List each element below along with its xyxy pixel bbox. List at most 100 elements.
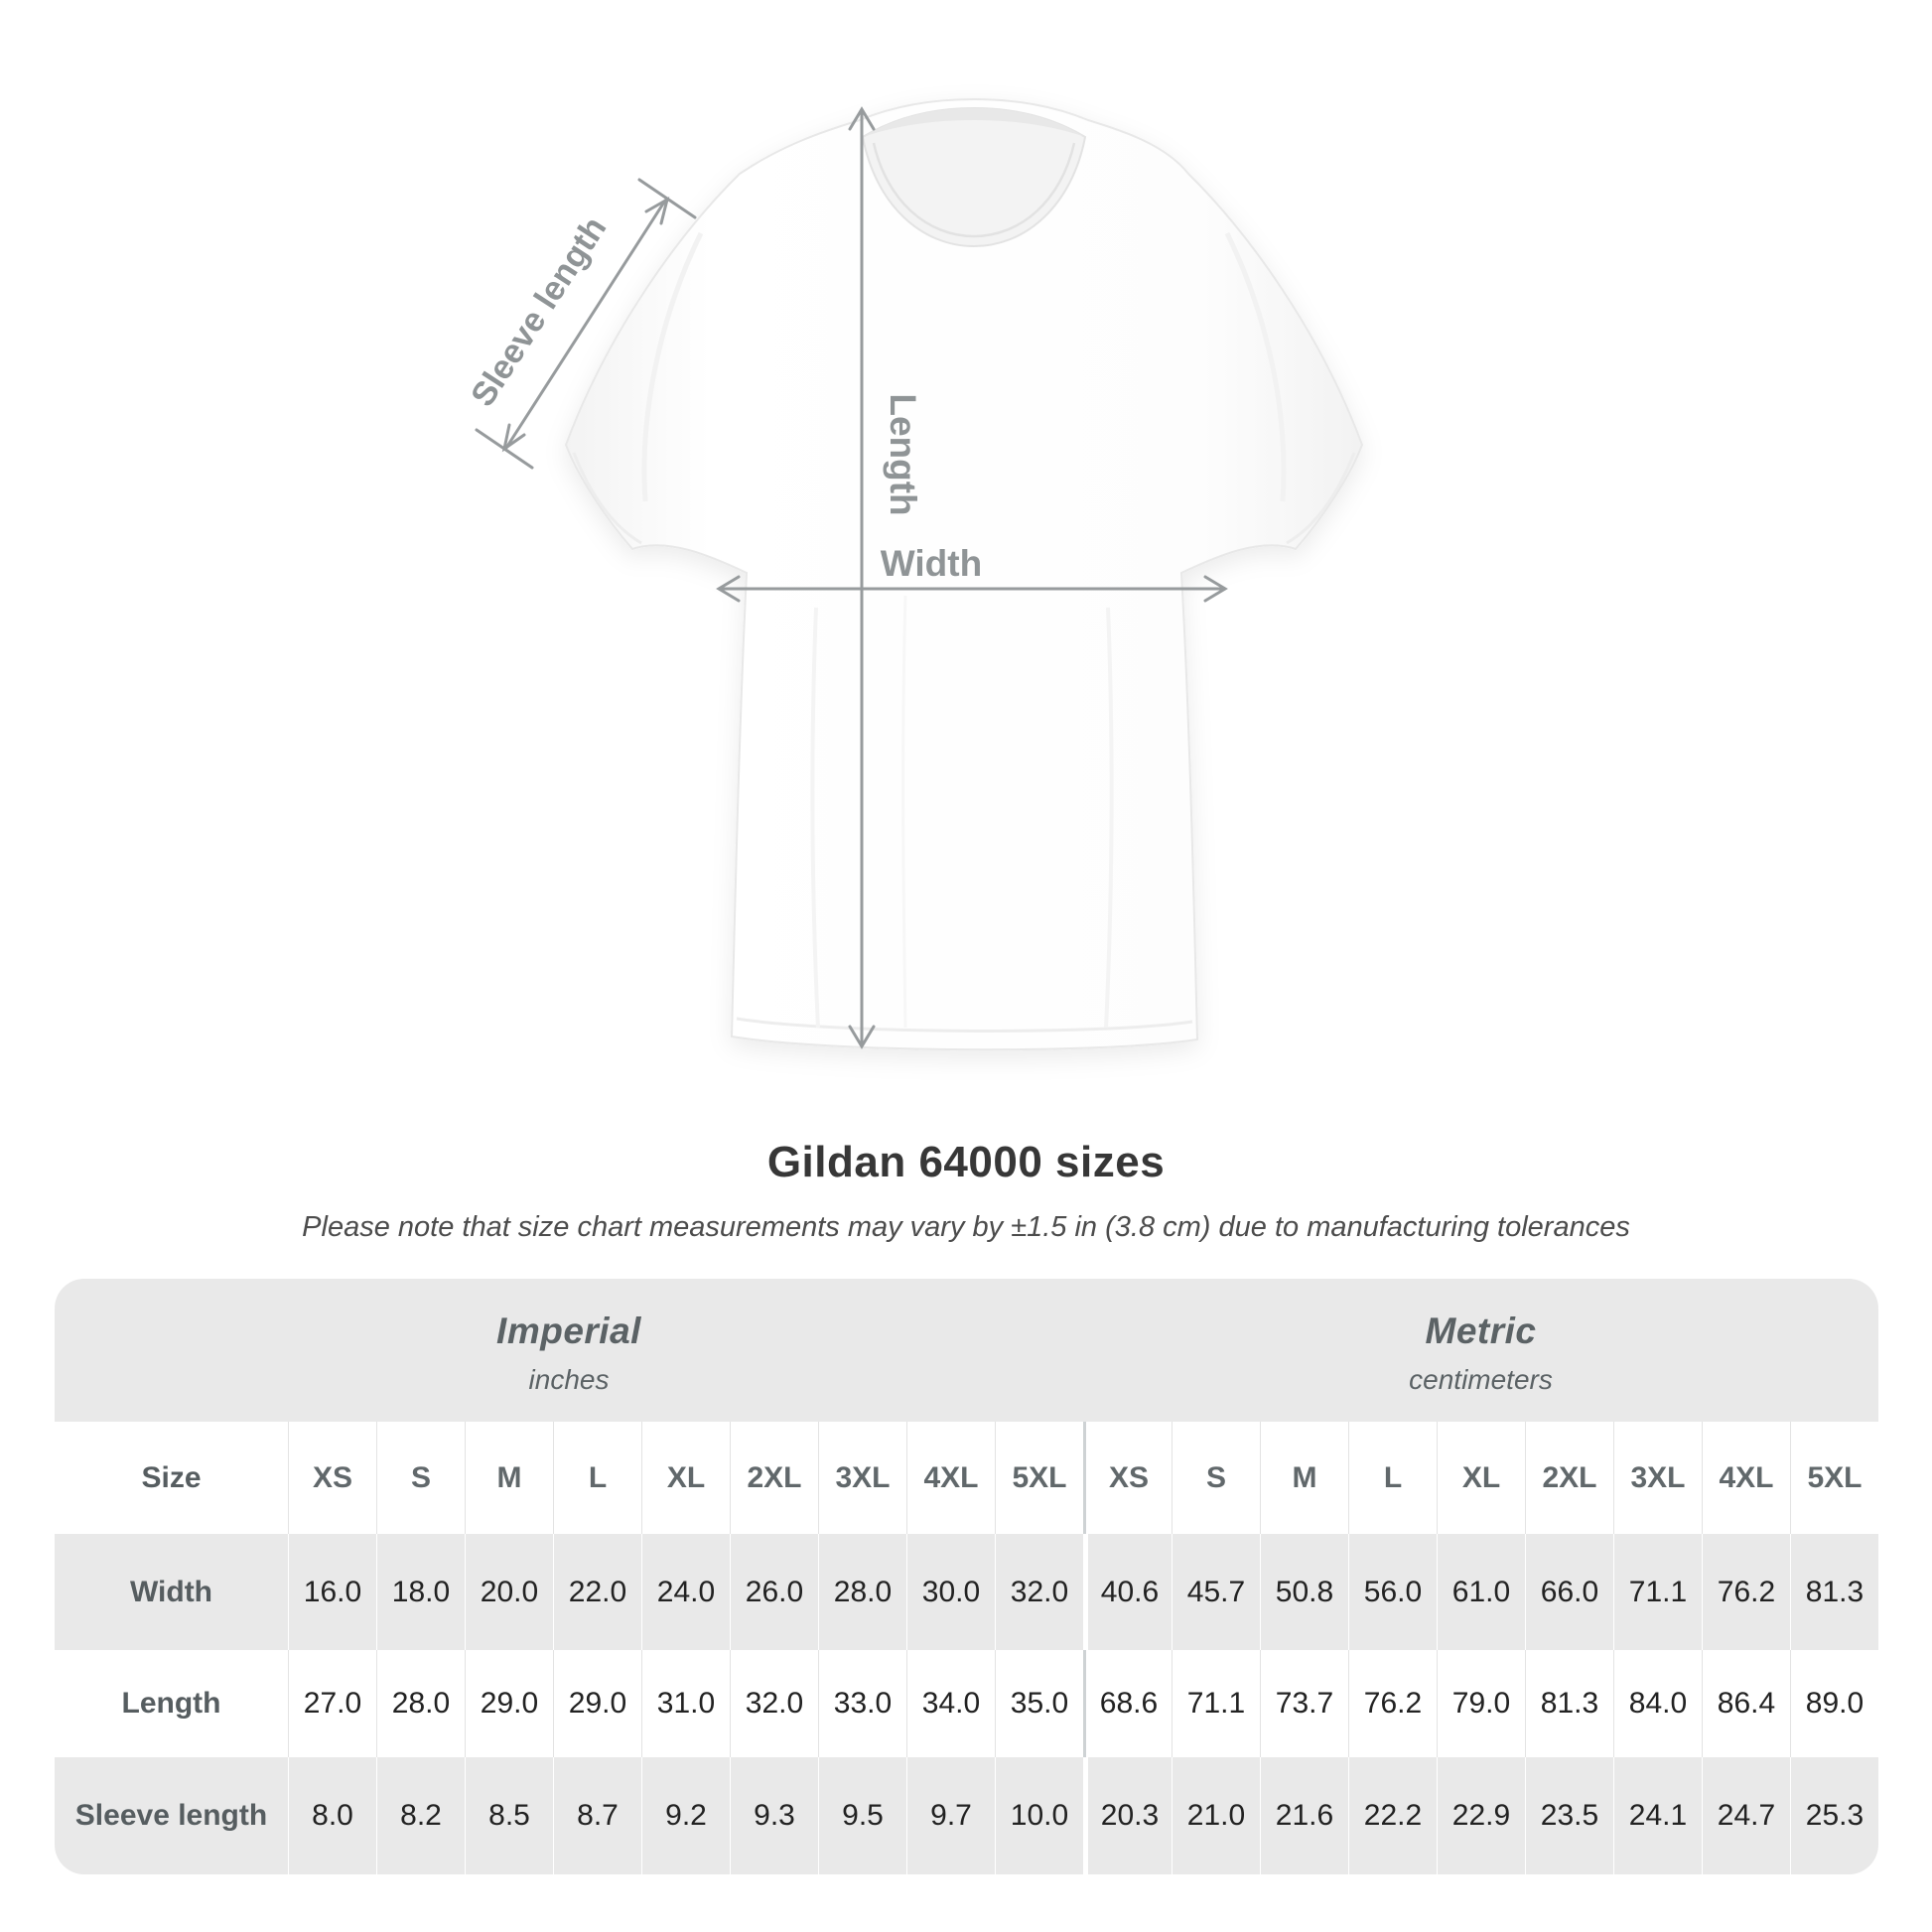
value-cell: 66.0 [1525, 1534, 1613, 1650]
value-cell: 9.2 [641, 1757, 730, 1874]
value-cell: 8.7 [553, 1757, 641, 1874]
value-cell: 16.0 [288, 1534, 376, 1650]
row-label-width: Width [129, 1575, 213, 1608]
value-cell: 24.1 [1613, 1757, 1702, 1874]
size-header-row: Size XS S M L XL 2XL 3XL 4XL 5XL XS S M L XL 2XL 3XL 4XL… [55, 1422, 1878, 1534]
row-label-sleeve-length: Sleeve length [74, 1799, 268, 1832]
row-sleeve-length: Sleeve length 8.0 8.2 8.5 8.7 9.2 9.3 9.5 9.7 10… [55, 1757, 1878, 1874]
value-cell: 29.0 [553, 1650, 641, 1757]
imperial-header: Imperial inches [55, 1279, 1083, 1422]
value-cell: 32.0 [995, 1534, 1083, 1650]
value-cell: 32.0 [730, 1650, 818, 1757]
value-cell: 20.0 [465, 1534, 553, 1650]
imperial-title: Imperial [496, 1311, 641, 1351]
size-header-cell: L [1348, 1422, 1437, 1534]
value-cell: 61.0 [1437, 1534, 1525, 1650]
imperial-unit: inches [528, 1364, 610, 1395]
size-header-cell: S [1172, 1422, 1260, 1534]
value-cell: 9.7 [906, 1757, 995, 1874]
metric-title: Metric [1425, 1311, 1537, 1351]
size-header-cell: M [465, 1422, 553, 1534]
value-cell: 71.1 [1172, 1650, 1260, 1757]
value-cell: 35.0 [995, 1650, 1083, 1757]
value-cell: 34.0 [906, 1650, 995, 1757]
value-cell: 79.0 [1437, 1650, 1525, 1757]
metric-unit: centimeters [1409, 1364, 1553, 1395]
value-cell: 89.0 [1790, 1650, 1878, 1757]
value-cell: 28.0 [376, 1650, 465, 1757]
length-label: Length [883, 393, 923, 515]
tshirt-collar [861, 106, 1087, 248]
row-length: Length 27.0 28.0 29.0 29.0 31.0 32.0 33.0 34.0 3… [55, 1650, 1878, 1757]
value-cell: 22.2 [1348, 1757, 1437, 1874]
size-header-cell: XL [641, 1422, 730, 1534]
value-cell: 84.0 [1613, 1650, 1702, 1757]
value-cell: 56.0 [1348, 1534, 1437, 1650]
value-cell: 18.0 [376, 1534, 465, 1650]
size-header-cell: 4XL [906, 1422, 995, 1534]
tshirt-diagram: Width Length Sleeve length [464, 97, 1364, 1051]
tshirt-seams [572, 231, 1356, 1033]
sleeve-arrow-line [504, 199, 667, 450]
page-title: Gildan 64000 sizes [766, 1138, 1166, 1186]
value-cell: 26.0 [730, 1534, 818, 1650]
size-header-cell: 2XL [1525, 1422, 1613, 1534]
size-header-cell: S [376, 1422, 465, 1534]
value-cell: 29.0 [465, 1650, 553, 1757]
value-cell: 8.2 [376, 1757, 465, 1874]
row-width: Width 16.0 18.0 20.0 22.0 24.0 26.0 28.0 30.0 32… [55, 1534, 1878, 1650]
size-column-header: Size [141, 1460, 202, 1494]
size-header-cell: M [1260, 1422, 1348, 1534]
metric-header: Metric centimeters [1083, 1279, 1878, 1422]
value-cell: 76.2 [1702, 1534, 1790, 1650]
size-header-cell: XS [1083, 1422, 1172, 1534]
size-header-cell: 4XL [1702, 1422, 1790, 1534]
value-cell: 73.7 [1260, 1650, 1348, 1757]
value-cell: 25.3 [1790, 1757, 1878, 1874]
measurement-arrows [475, 106, 1228, 1049]
size-header-cell: 2XL [730, 1422, 818, 1534]
value-cell: 9.3 [730, 1757, 818, 1874]
value-cell: 27.0 [288, 1650, 376, 1757]
value-cell: 68.6 [1083, 1650, 1172, 1757]
value-cell: 21.0 [1172, 1757, 1260, 1874]
tolerance-note: Please note that size chart measurements… [302, 1211, 1630, 1243]
value-cell: 81.3 [1525, 1650, 1613, 1757]
value-cell: 81.3 [1790, 1534, 1878, 1650]
value-cell: 71.1 [1613, 1534, 1702, 1650]
value-cell: 21.6 [1260, 1757, 1348, 1874]
size-header-cell: XS [288, 1422, 376, 1534]
unit-header-row: Imperial inches Metric centimeters [55, 1279, 1878, 1422]
value-cell: 20.3 [1083, 1757, 1172, 1874]
width-label: Width [881, 543, 982, 584]
value-cell: 50.8 [1260, 1534, 1348, 1650]
value-cell: 22.9 [1437, 1757, 1525, 1874]
value-cell: 22.0 [553, 1534, 641, 1650]
value-cell: 86.4 [1702, 1650, 1790, 1757]
value-cell: 30.0 [906, 1534, 995, 1650]
tshirt-photo: Width Length Sleeve length [464, 97, 1364, 1051]
value-cell: 76.2 [1348, 1650, 1437, 1757]
value-cell: 40.6 [1083, 1534, 1172, 1650]
value-cell: 10.0 [995, 1757, 1083, 1874]
value-cell: 45.7 [1172, 1534, 1260, 1650]
value-cell: 28.0 [818, 1534, 906, 1650]
row-label-length: Length [121, 1687, 221, 1720]
tshirt-silhouette [564, 97, 1364, 1051]
size-header-cell: 3XL [818, 1422, 906, 1534]
size-header-cell: XL [1437, 1422, 1525, 1534]
value-cell: 31.0 [641, 1650, 730, 1757]
value-cell: 24.0 [641, 1534, 730, 1650]
value-cell: 23.5 [1525, 1757, 1613, 1874]
value-cell: 24.7 [1702, 1757, 1790, 1874]
value-cell: 8.5 [465, 1757, 553, 1874]
value-cell: 33.0 [818, 1650, 906, 1757]
size-header-cell: L [553, 1422, 641, 1534]
size-header-cell: 3XL [1613, 1422, 1702, 1534]
value-cell: 8.0 [288, 1757, 376, 1874]
size-header-cell: 5XL [995, 1422, 1083, 1534]
size-table: Imperial inches Metric centimeters Size … [55, 1279, 1878, 1874]
value-cell: 9.5 [818, 1757, 906, 1874]
size-header-cell: 5XL [1790, 1422, 1878, 1534]
